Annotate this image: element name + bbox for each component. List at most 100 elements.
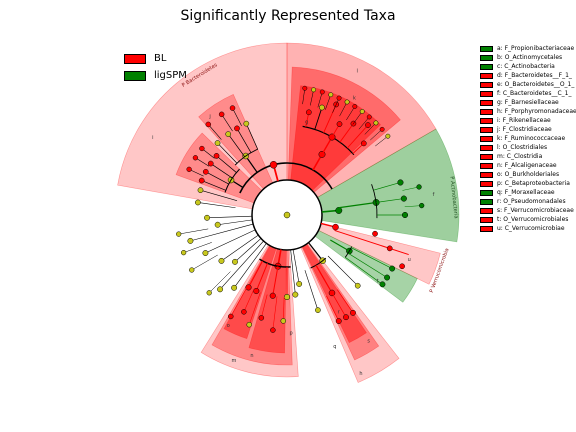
taxa-legend-label: c: C_Actinobacteria bbox=[497, 63, 555, 70]
clade-letter-u: u bbox=[408, 257, 411, 263]
tree-node bbox=[315, 307, 321, 313]
taxa-legend-item: e: O_Bacteroidetes__O_1_ bbox=[480, 80, 576, 89]
branch-line bbox=[347, 252, 388, 278]
tree-node bbox=[372, 230, 378, 237]
branch-line bbox=[217, 219, 253, 226]
tree-node bbox=[229, 105, 236, 111]
tree-node bbox=[354, 282, 361, 289]
branch-line bbox=[201, 180, 226, 191]
tree-node bbox=[343, 314, 349, 321]
tree-node bbox=[366, 114, 372, 120]
branch-line bbox=[317, 91, 323, 108]
tree-node bbox=[283, 211, 291, 219]
taxa-legend-item: c: C_Actinobacteria bbox=[480, 62, 576, 71]
branch-line bbox=[326, 295, 340, 322]
taxa-legend-swatch bbox=[480, 117, 493, 124]
taxa-legend-item: f: C_Bacteroidetes__C_1_ bbox=[480, 89, 576, 98]
branch-line bbox=[221, 234, 259, 262]
tree-node bbox=[384, 274, 391, 281]
taxa-legend-item: m: C_Clostridia bbox=[480, 152, 576, 161]
tree-node bbox=[176, 231, 182, 237]
branch-line bbox=[404, 205, 422, 208]
taxa-legend-item: q: F_Moraxellaceae bbox=[480, 188, 576, 197]
branch-line bbox=[207, 215, 253, 219]
taxa-legend-swatch bbox=[480, 225, 493, 232]
taxa-legend-item: l: O_Clostridiales bbox=[480, 143, 576, 152]
taxa-legend-label: h: F_Porphyromonadaceae bbox=[497, 108, 576, 115]
branch-line bbox=[339, 123, 354, 143]
clade-letter-j: j bbox=[208, 114, 210, 120]
branch-arc bbox=[310, 257, 327, 269]
tree-node bbox=[386, 245, 393, 252]
branch-line bbox=[402, 186, 420, 191]
branch-line bbox=[178, 228, 209, 235]
taxa-legend-swatch bbox=[480, 63, 493, 70]
taxa-legend-label: q: F_Moraxellaceae bbox=[497, 189, 555, 196]
tree-node bbox=[296, 280, 303, 287]
branch-line bbox=[370, 129, 383, 141]
taxa-legend-swatch bbox=[480, 207, 493, 214]
tree-node bbox=[344, 99, 350, 105]
taxa-legend-swatch bbox=[480, 99, 493, 106]
branch-line bbox=[208, 124, 222, 140]
tree-node bbox=[399, 263, 405, 270]
taxa-legend-label: s: F_Verrucomicrobiaceae bbox=[497, 207, 574, 214]
tree-node bbox=[319, 89, 325, 95]
branch-line bbox=[183, 242, 212, 253]
branch-line bbox=[205, 229, 256, 254]
taxa-legend-item: h: F_Porphyromonadaceae bbox=[480, 107, 576, 116]
tree-node bbox=[269, 161, 278, 169]
branch-line bbox=[304, 270, 319, 311]
branch-line bbox=[188, 169, 204, 177]
clade-letter-m: m bbox=[232, 358, 237, 364]
tree-node bbox=[336, 95, 342, 101]
tree-node bbox=[416, 184, 422, 190]
group-legend-item: BL bbox=[124, 51, 187, 66]
branch-line bbox=[227, 133, 245, 157]
tree-node bbox=[225, 131, 232, 137]
clade-letter-n: n bbox=[250, 353, 253, 359]
tree-node bbox=[204, 214, 210, 221]
tree-node bbox=[373, 120, 379, 126]
taxa-legend-label: a: F_Propionibacteriaceae bbox=[497, 45, 575, 52]
tree-node bbox=[206, 290, 212, 296]
group-legend-label: ligSPM bbox=[154, 70, 187, 81]
branch-line bbox=[209, 271, 231, 293]
tree-node bbox=[419, 202, 425, 209]
taxa-legend-label: n: F_Alcaligenaceae bbox=[497, 162, 557, 169]
branch-line bbox=[248, 292, 261, 325]
tree-node bbox=[195, 199, 201, 206]
branch-line bbox=[325, 94, 332, 110]
taxa-legend-label: m: C_Clostridia bbox=[497, 153, 543, 160]
branch-line bbox=[248, 260, 264, 288]
tree-node bbox=[359, 108, 365, 114]
taxa-legend-swatch bbox=[480, 153, 493, 160]
branch-line bbox=[243, 289, 254, 312]
tree-node bbox=[246, 321, 252, 328]
branch-line bbox=[331, 292, 347, 318]
tree-node bbox=[335, 318, 342, 325]
clade-letter-h: h bbox=[359, 371, 362, 377]
branch-line bbox=[221, 114, 233, 132]
taxa-legend-swatch bbox=[480, 54, 493, 61]
taxa-legend-swatch bbox=[480, 180, 493, 187]
taxa-legend-item: b: O_Actinomycetales bbox=[480, 53, 576, 62]
taxa-legend-item: s: F_Verrucomicrobiaceae bbox=[480, 206, 576, 215]
taxa-legend-label: g: F_Barnesiellaceae bbox=[497, 99, 559, 106]
tree-node bbox=[336, 121, 343, 127]
tree-node bbox=[241, 309, 247, 315]
taxa-legend-label: j: F_Clostridiaceae bbox=[497, 126, 552, 133]
branch-line bbox=[236, 128, 252, 153]
branch-line bbox=[339, 101, 348, 117]
tree-node bbox=[360, 140, 367, 147]
branch-line bbox=[195, 157, 210, 167]
tree-node bbox=[319, 104, 325, 111]
clade-letter-r: r bbox=[338, 310, 341, 316]
taxa-legend-swatch bbox=[480, 72, 493, 79]
branch-line bbox=[358, 116, 370, 130]
branch-line bbox=[283, 296, 285, 321]
branch-line bbox=[201, 148, 215, 159]
branch-line bbox=[234, 238, 262, 263]
branch-line bbox=[373, 182, 401, 191]
clade-letter-k: k bbox=[353, 96, 356, 102]
